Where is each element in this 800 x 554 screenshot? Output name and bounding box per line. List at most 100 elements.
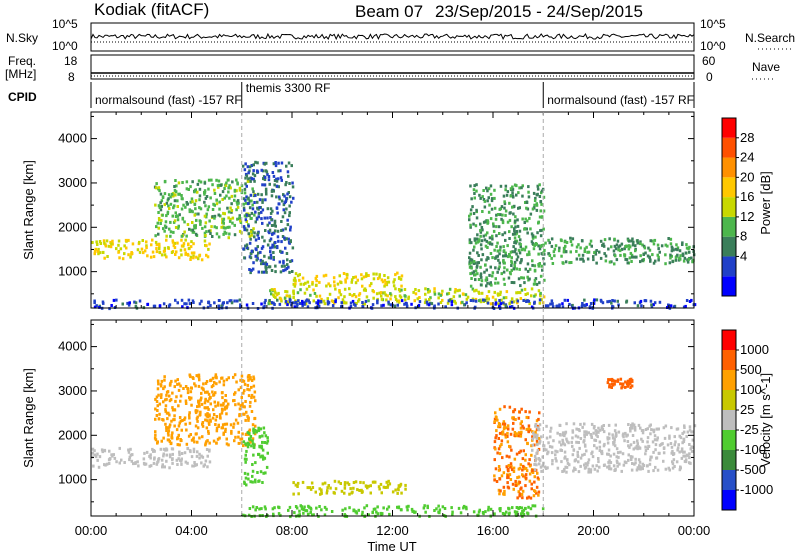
data-cell	[502, 420, 506, 424]
data-cell	[630, 260, 633, 263]
data-cell	[229, 423, 233, 427]
data-cell	[293, 284, 297, 288]
data-cell	[230, 202, 233, 206]
data-cell	[585, 432, 588, 436]
data-cell	[450, 506, 453, 510]
data-cell	[185, 428, 188, 432]
data-cell	[414, 292, 418, 296]
data-cell	[242, 444, 245, 448]
data-cell	[252, 227, 255, 231]
data-cell	[454, 301, 457, 305]
data-cell	[578, 429, 581, 433]
data-cell	[203, 401, 207, 405]
data-cell	[564, 430, 568, 434]
data-cell	[253, 213, 256, 217]
data-cell	[410, 507, 414, 511]
data-cell	[550, 244, 554, 248]
data-cell	[204, 234, 207, 237]
data-cell	[168, 425, 171, 429]
data-cell	[145, 450, 149, 454]
data-cell	[612, 464, 616, 468]
data-cell	[427, 290, 430, 294]
data-cell	[134, 462, 137, 465]
data-cell	[499, 207, 503, 211]
data-cell	[503, 261, 506, 265]
data-cell	[322, 274, 326, 278]
data-cell	[521, 473, 524, 477]
data-cell	[228, 299, 232, 303]
data-cell	[223, 187, 226, 190]
data-cell	[206, 208, 210, 212]
data-cell	[636, 442, 639, 446]
data-cell	[652, 261, 656, 265]
data-cell	[130, 459, 134, 463]
data-cell	[531, 263, 534, 267]
data-cell	[99, 242, 103, 245]
data-cell	[503, 200, 506, 204]
data-cell	[475, 189, 478, 193]
data-cell	[192, 464, 195, 468]
data-cell	[382, 303, 385, 307]
data-cell	[256, 245, 259, 249]
data-cell	[226, 178, 230, 182]
data-cell	[514, 247, 517, 251]
data-cell	[267, 178, 271, 182]
data-cell	[625, 244, 629, 248]
data-cell	[155, 462, 159, 466]
data-cell	[171, 447, 175, 451]
data-cell	[243, 482, 246, 485]
data-cell	[101, 300, 105, 304]
data-cell	[182, 203, 185, 207]
data-cell	[348, 287, 351, 291]
data-cell	[252, 375, 255, 379]
data-cell	[331, 304, 335, 308]
data-cell	[312, 299, 315, 303]
data-cell	[115, 247, 118, 251]
data-cell	[526, 292, 529, 296]
data-cell	[500, 474, 504, 478]
data-cell	[198, 198, 201, 202]
data-cell	[505, 465, 508, 469]
data-cell	[688, 425, 692, 429]
data-cell	[483, 298, 487, 302]
data-cell	[194, 199, 198, 203]
data-cell	[517, 277, 521, 281]
data-cell	[252, 445, 256, 449]
data-cell	[274, 264, 277, 268]
colorbar-frame	[721, 329, 737, 511]
data-cell	[641, 439, 644, 443]
data-cell	[305, 287, 309, 291]
data-cell	[543, 248, 546, 252]
data-cell	[482, 234, 485, 238]
data-cell	[479, 283, 483, 287]
data-cell	[358, 489, 361, 492]
data-cell	[274, 270, 277, 274]
data-cell	[493, 290, 496, 294]
data-cell	[658, 443, 662, 447]
data-cell	[613, 429, 617, 433]
data-cell	[658, 250, 661, 254]
data-cell	[664, 424, 668, 428]
data-cell	[251, 505, 255, 509]
data-cell	[214, 423, 217, 426]
data-cell	[268, 182, 271, 186]
data-cell	[524, 458, 527, 462]
data-cell	[649, 423, 652, 427]
data-cell	[290, 164, 293, 168]
colorbar-swatch	[722, 430, 736, 450]
data-cell	[161, 213, 164, 217]
data-cell	[498, 477, 502, 481]
data-cell	[536, 184, 539, 188]
data-cell	[365, 272, 368, 276]
data-cell	[565, 439, 569, 443]
data-cell	[350, 280, 353, 284]
data-cell	[500, 298, 503, 302]
data-cell	[254, 220, 257, 224]
data-cell	[523, 287, 527, 291]
data-cell	[201, 421, 205, 424]
data-cell	[617, 455, 620, 459]
data-cell	[628, 245, 632, 249]
data-cell	[685, 435, 688, 438]
